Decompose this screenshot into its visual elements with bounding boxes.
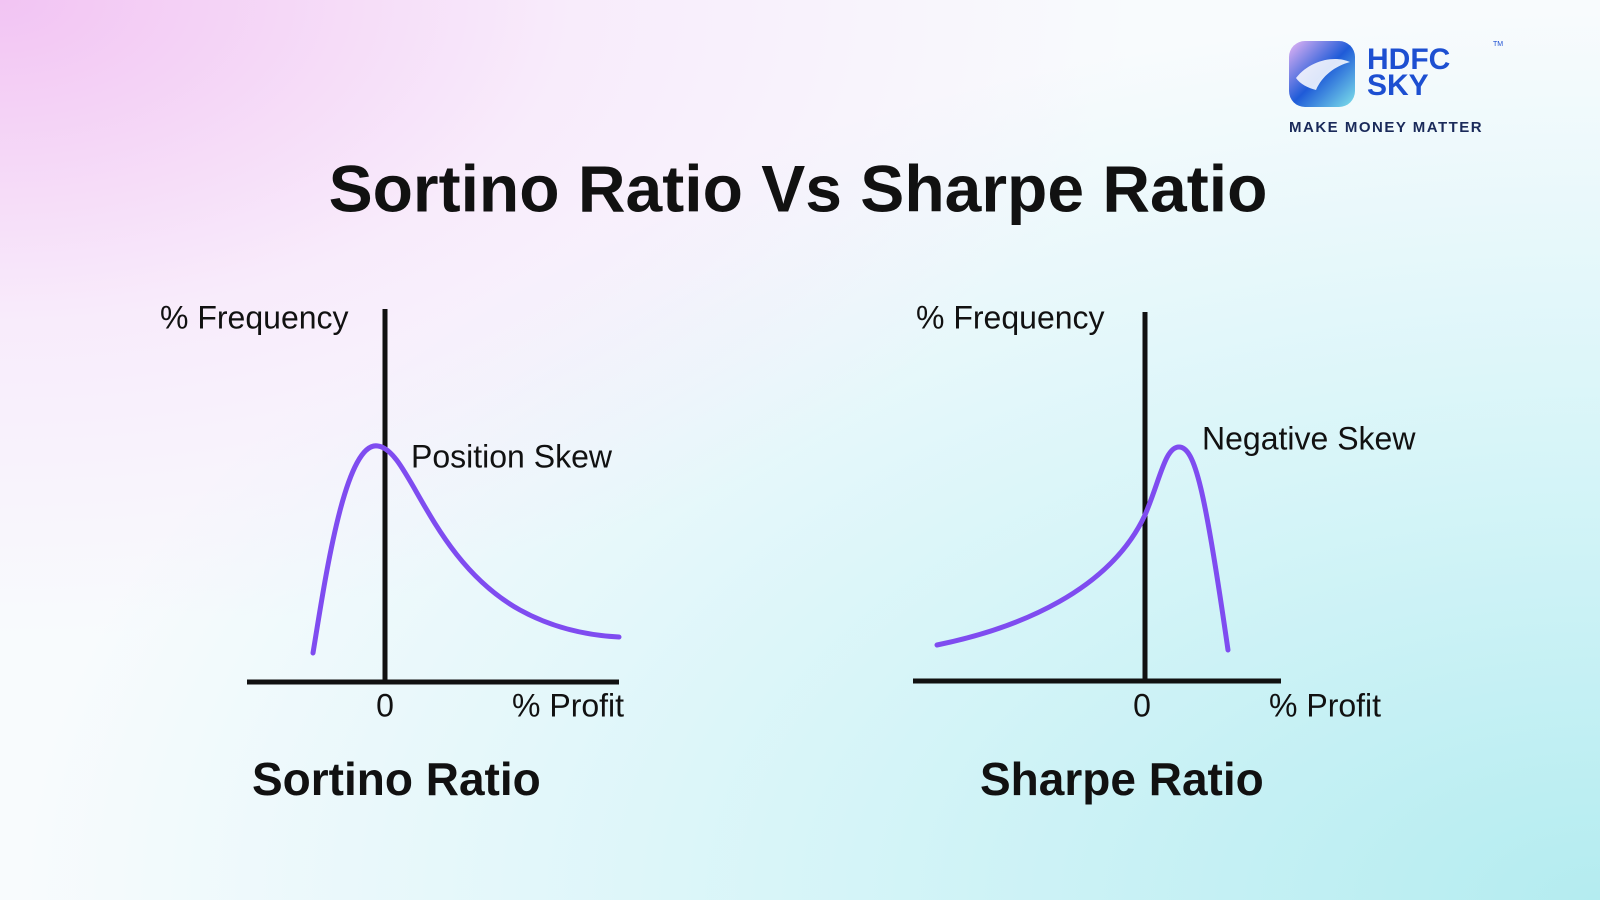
annotation: Position Skew <box>411 438 613 474</box>
logo-swoosh <box>1296 58 1350 90</box>
caption: Sortino Ratio <box>252 753 541 805</box>
distribution-curve <box>934 444 1231 653</box>
caption: Sharpe Ratio <box>980 753 1264 805</box>
brand-bottom: SKY <box>1367 69 1429 102</box>
y-label: % Frequency <box>160 299 349 335</box>
annotation: Negative Skew <box>1202 420 1416 456</box>
x-label: % Profit <box>512 687 624 723</box>
distribution-curve <box>310 443 622 656</box>
x-label: % Profit <box>1269 687 1381 723</box>
origin-label: 0 <box>376 687 394 723</box>
y-label: % Frequency <box>916 299 1105 335</box>
panel: % Frequency 0 % Profit Negative Skew Sha… <box>913 299 1416 805</box>
tagline: MAKE MONEY MATTER <box>1289 119 1483 136</box>
panel: % Frequency 0 % Profit Position Skew Sor… <box>160 299 624 805</box>
logo[interactable]: HDFC SKY TM MAKE MONEY MATTER <box>1289 41 1503 136</box>
brand-top: HDFC <box>1367 43 1450 76</box>
title: Sortino Ratio Vs Sharpe Ratio <box>329 151 1268 225</box>
trademark: TM <box>1493 41 1503 48</box>
origin-label: 0 <box>1133 687 1151 723</box>
